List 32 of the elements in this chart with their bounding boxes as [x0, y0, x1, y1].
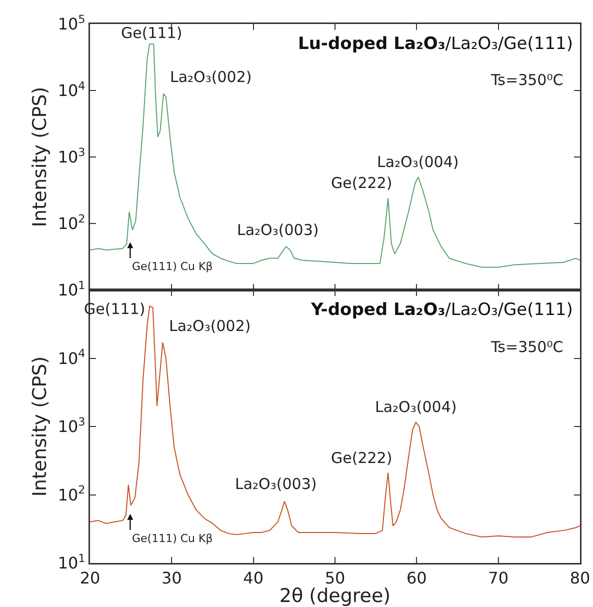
- x-tick-label: 70: [488, 568, 509, 588]
- y-tick-label: 10$^{3}$: [58, 415, 86, 436]
- annotation: La₂O₃(003): [235, 475, 317, 493]
- x-tick-label: 40: [243, 568, 264, 588]
- annotation: Ge(222): [331, 449, 392, 467]
- y-tick-label: 10$^{3}$: [58, 146, 86, 167]
- annotation: Ts=350⁰C: [490, 71, 564, 89]
- annotation: Ge(111) Cu Kβ: [132, 260, 213, 273]
- annotation: Ts=350⁰C: [490, 338, 564, 356]
- x-axis-title: 2θ (degree): [279, 585, 391, 607]
- annotation: La₂O₃(004): [377, 153, 459, 171]
- annotation: La₂O₃(002): [170, 68, 252, 86]
- text: Lu-doped La₂O₃/La₂O₃/Ge(111): [298, 34, 573, 54]
- text: Y-doped La₂O₃/La₂O₃/Ge(111): [310, 300, 573, 320]
- y-tick-label: 10$^{4}$: [58, 347, 86, 368]
- x-tick-label: 50: [324, 568, 346, 588]
- y-tick-label: 10$^{2}$: [58, 484, 86, 504]
- x-tick-label: 60: [406, 568, 427, 588]
- y-tick-label: 10$^{4}$: [58, 79, 86, 100]
- annotation: La₂O₃(002): [169, 317, 251, 335]
- x-tick-label: 80: [570, 568, 590, 588]
- annotation: Ge(111) Cu Kβ: [132, 532, 213, 545]
- annotation: Ge(111): [121, 24, 182, 42]
- y-tick-label: 10$^{5}$: [58, 12, 86, 34]
- y-axis-title: Intensity (CPS): [28, 356, 51, 497]
- y-tick-label: 10$^{2}$: [58, 212, 86, 234]
- y-axis-title: Intensity (CPS): [28, 86, 51, 228]
- y-tick-label: 10$^{1}$: [58, 278, 86, 300]
- annotation: La₂O₃(004): [375, 398, 457, 416]
- x-tick-label: 30: [161, 568, 182, 588]
- annotation: Ge(222): [331, 174, 392, 192]
- annotation: La₂O₃(003): [237, 221, 319, 239]
